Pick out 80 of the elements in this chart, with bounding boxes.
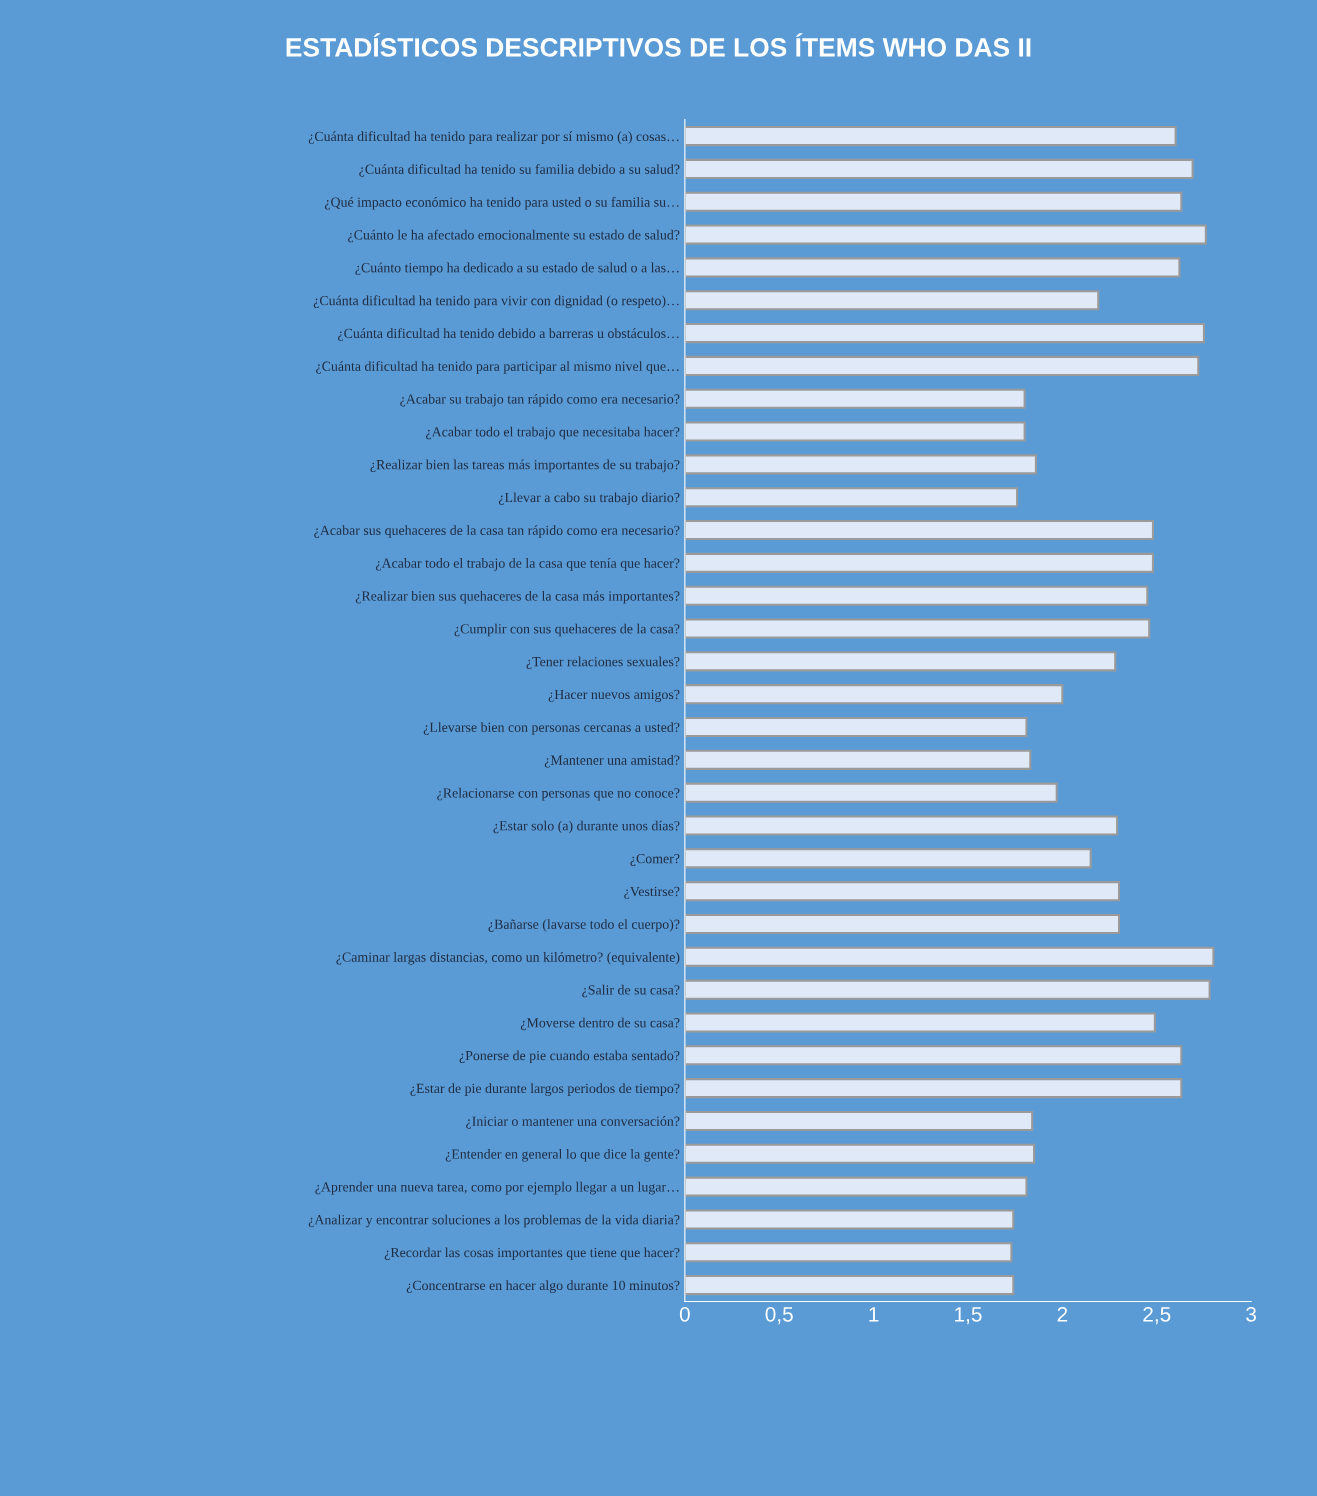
y-tick-label: ¿Hacer nuevos amigos? (548, 689, 680, 702)
y-tick-label: ¿Vestirse? (624, 886, 680, 899)
y-tick-label: ¿Qué impacto económico ha tenido para usted o su familia su… (324, 196, 679, 210)
bar (684, 1045, 1183, 1066)
y-tick-label: ¿Acabar todo el trabajo que necesitaba hacer? (426, 426, 680, 440)
y-tick-label: ¿Comer? (630, 853, 680, 867)
chart-title: ESTADÍSTICOS DESCRIPTIVOS DE LOS ÍTEMS WHO DAS II (286, 33, 1031, 57)
bar (684, 848, 1092, 869)
y-tick-label: ¿Llevar a cabo su trabajo diario? (498, 492, 680, 505)
bar (684, 1275, 1015, 1296)
x-tick-label: 2,5 (1143, 1306, 1171, 1325)
bar (684, 158, 1194, 179)
x-tick-label: 0,5 (765, 1306, 793, 1325)
y-tick-label: ¿Iniciar o mantener una conversación? (466, 1116, 680, 1129)
bar (684, 585, 1149, 606)
bar (684, 454, 1037, 475)
bar (684, 1176, 1028, 1197)
bar (684, 323, 1205, 344)
y-tick-label: ¿Mantener una amistad? (544, 755, 680, 768)
y-tick-label: ¿Recordar las cosas importantes que tiene que hacer? (384, 1247, 680, 1261)
y-tick-label: ¿Analizar y encontrar soluciones a los problemas de la vida diaria? (308, 1214, 680, 1228)
bar (684, 815, 1119, 836)
y-tick-label: ¿Cumplir con sus quehaceres de la casa? (454, 623, 680, 637)
x-tick-label: 0 (679, 1306, 690, 1322)
y-tick-label: ¿Ponerse de pie cuando estaba sentado? (459, 1050, 680, 1064)
y-tick-label: ¿Caminar largas distancias, como un kilómetro? (equivalente) (336, 951, 680, 965)
bar (684, 290, 1100, 311)
bar (684, 421, 1026, 442)
bar (684, 126, 1177, 147)
y-tick-label: ¿Llevarse bien con personas cercanas a usted? (423, 722, 680, 735)
bar (684, 388, 1026, 409)
bar (684, 684, 1064, 705)
y-tick-label: ¿Cuánta dificultad ha tenido debido a barreras u obstáculos… (338, 328, 679, 341)
y-tick-label: ¿Estar de pie durante largos periodos de tiempo? (410, 1083, 680, 1096)
bar (684, 1110, 1034, 1132)
bar (684, 716, 1028, 738)
bar (684, 749, 1032, 770)
y-tick-label: ¿Bañarse (lavarse todo el cuerpo)? (488, 919, 680, 932)
y-tick-label: ¿Moverse dentro de su casa? (520, 1017, 680, 1031)
bar (684, 1012, 1156, 1033)
y-tick-label: ¿Acabar sus quehaceres de la casa tan rápido como era necesario? (314, 525, 680, 538)
y-tick-label: ¿Cuánta dificultad ha tenido para realizar por sí mismo (a) cosas… (308, 131, 679, 144)
bar (684, 881, 1121, 902)
bar (684, 224, 1207, 245)
y-tick-label: ¿Realizar bien sus quehaceres de la casa más importantes? (355, 590, 680, 604)
y-tick-label: ¿Salir de su casa? (582, 984, 680, 998)
bar (684, 913, 1121, 935)
y-tick-label: ¿Cuánto tiempo ha dedicado a su estado de salud o a las… (355, 262, 679, 276)
bar (684, 1078, 1183, 1099)
bar (684, 651, 1117, 672)
bar (684, 519, 1155, 541)
y-tick-label: ¿Tener relaciones sexuales? (526, 656, 680, 670)
y-tick-label: ¿Acabar todo el trabajo de la casa que tenía que hacer? (375, 558, 680, 571)
bar (684, 1209, 1015, 1230)
bar (684, 552, 1155, 573)
y-tick-label: ¿Cuánta dificultad ha tenido para vivir con dignidad (o respeto)… (313, 295, 679, 309)
x-tick-label: 1,5 (955, 1307, 982, 1325)
bar (684, 355, 1200, 376)
bar (684, 1242, 1013, 1263)
bar (684, 257, 1181, 278)
bar (684, 191, 1183, 212)
y-tick-label: ¿Aprender una nueva tarea, como por ejemplo llegar a un lugar… (315, 1181, 679, 1195)
y-tick-label: ¿Relacionarse con personas que no conoce? (437, 787, 680, 801)
bar (684, 946, 1215, 967)
bar (684, 618, 1151, 639)
y-tick-label: ¿Acabar su trabajo tan rápido como era necesario? (400, 393, 680, 407)
bar (684, 1143, 1036, 1164)
y-tick-label: ¿Concentrarse en hacer algo durante 10 minutos? (406, 1280, 680, 1293)
bar (684, 487, 1019, 508)
y-tick-label: ¿Cuánto le ha afectado emocionalmente su estado de salud? (348, 229, 680, 243)
x-tick-label: 2 (1057, 1306, 1068, 1322)
y-tick-label: ¿Estar solo (a) durante unos días? (493, 820, 680, 834)
y-tick-label: ¿Entender en general lo que dice la gente? (445, 1148, 680, 1162)
y-tick-label: ¿Realizar bien las tareas más importantes de su trabajo? (370, 459, 680, 473)
bar (684, 782, 1058, 803)
y-tick-label: ¿Cuánta dificultad ha tenido para participar al mismo nivel que… (316, 361, 679, 374)
bar (684, 979, 1211, 1000)
x-tick-label: 1 (869, 1307, 879, 1322)
x-tick-label: 3 (1246, 1306, 1257, 1322)
y-tick-label: ¿Cuánta dificultad ha tenido su familia debido a su salud? (359, 163, 680, 177)
